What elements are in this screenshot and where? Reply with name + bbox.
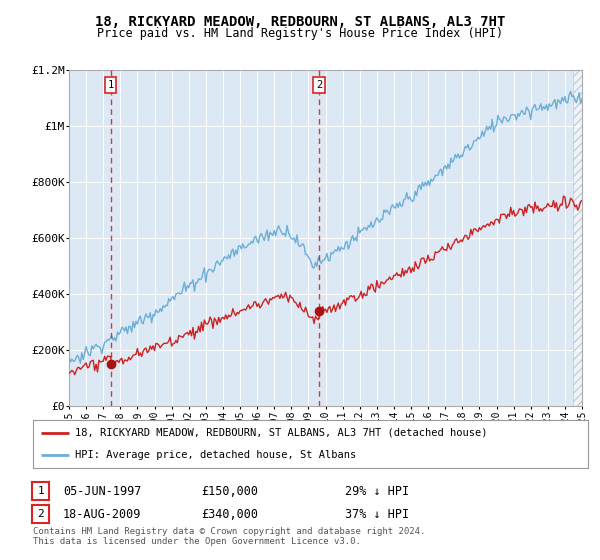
Text: Price paid vs. HM Land Registry's House Price Index (HPI): Price paid vs. HM Land Registry's House … — [97, 27, 503, 40]
Text: 18-AUG-2009: 18-AUG-2009 — [63, 507, 142, 521]
Text: 05-JUN-1997: 05-JUN-1997 — [63, 484, 142, 498]
Bar — [574, 70, 582, 406]
Text: £150,000: £150,000 — [201, 484, 258, 498]
Text: HPI: Average price, detached house, St Albans: HPI: Average price, detached house, St A… — [74, 450, 356, 460]
Text: 18, RICKYARD MEADOW, REDBOURN, ST ALBANS, AL3 7HT (detached house): 18, RICKYARD MEADOW, REDBOURN, ST ALBANS… — [74, 428, 487, 438]
Text: Contains HM Land Registry data © Crown copyright and database right 2024.
This d: Contains HM Land Registry data © Crown c… — [33, 526, 425, 546]
Text: £340,000: £340,000 — [201, 507, 258, 521]
Text: 2: 2 — [37, 509, 44, 519]
Text: 1: 1 — [107, 80, 113, 90]
Text: 2: 2 — [316, 80, 322, 90]
Text: 29% ↓ HPI: 29% ↓ HPI — [345, 484, 409, 498]
Text: 18, RICKYARD MEADOW, REDBOURN, ST ALBANS, AL3 7HT: 18, RICKYARD MEADOW, REDBOURN, ST ALBANS… — [95, 15, 505, 29]
Text: 1: 1 — [37, 486, 44, 496]
Text: 37% ↓ HPI: 37% ↓ HPI — [345, 507, 409, 521]
